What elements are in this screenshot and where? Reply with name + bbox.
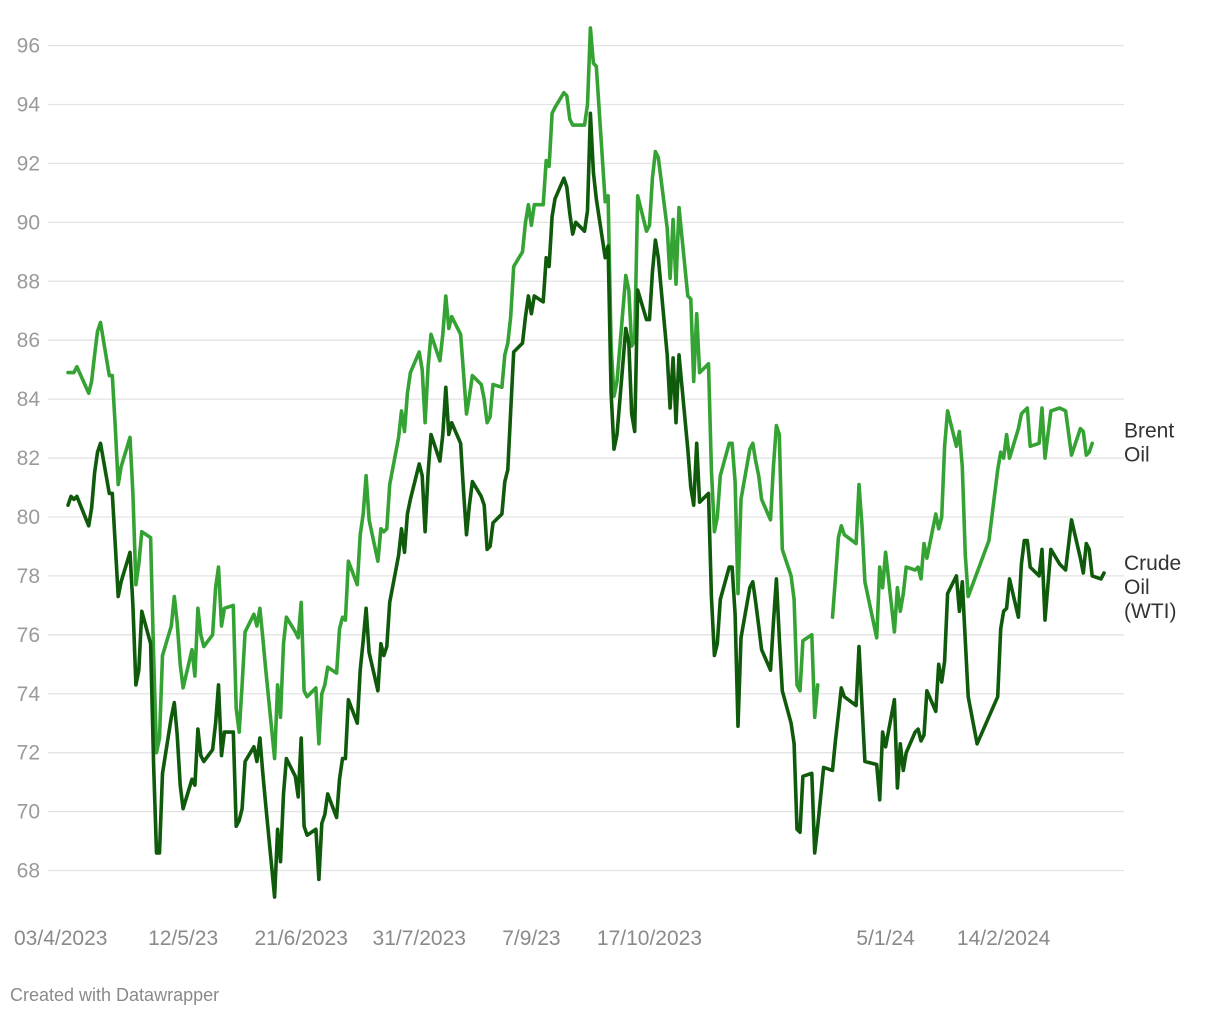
series-label-line: (WTI) bbox=[1124, 600, 1176, 623]
x-tick-label: 31/7/2023 bbox=[373, 927, 466, 950]
y-tick-label: 88 bbox=[17, 270, 40, 293]
y-tick-label: 90 bbox=[17, 211, 40, 234]
y-tick-label: 96 bbox=[17, 35, 40, 58]
y-tick-label: 70 bbox=[17, 801, 40, 824]
x-tick-label: 14/2/2024 bbox=[957, 927, 1051, 950]
x-tick-label: 21/6/2023 bbox=[254, 927, 347, 950]
x-tick-label: 5/1/24 bbox=[856, 927, 915, 950]
x-tick-label: 7/9/23 bbox=[502, 927, 560, 950]
series-label-line: Crude bbox=[1124, 552, 1181, 575]
y-tick-label: 76 bbox=[17, 624, 40, 647]
y-tick-label: 94 bbox=[17, 93, 41, 116]
x-axis-ticks: 03/4/2023 12/5/23 21/6/2023 31/7/2023 7/9/23… bbox=[14, 927, 1051, 950]
x-tick-label: 12/5/23 bbox=[148, 927, 218, 950]
series-line-wti bbox=[66, 111, 1106, 899]
series-label-line: Oil bbox=[1124, 576, 1150, 599]
y-tick-label: 92 bbox=[17, 152, 40, 175]
y-tick-label: 74 bbox=[17, 683, 41, 706]
x-tick-label: 17/10/2023 bbox=[597, 927, 702, 950]
series-label-line: Brent bbox=[1124, 419, 1174, 442]
y-tick-label: 86 bbox=[17, 329, 40, 352]
y-tick-label: 72 bbox=[17, 742, 40, 765]
x-tick-label: 03/4/2023 bbox=[14, 927, 107, 950]
series-line-brent bbox=[66, 26, 1094, 761]
y-tick-label: 84 bbox=[17, 388, 41, 411]
y-tick-label: 82 bbox=[17, 447, 40, 470]
line-chart: 68 70 72 74 76 78 80 82 84 86 88 90 92 94 96 03/4/2023… bbox=[14, 26, 1181, 950]
y-tick-label: 68 bbox=[17, 860, 40, 883]
datawrapper-credit: Created with Datawrapper bbox=[10, 985, 220, 1005]
series-lines bbox=[66, 26, 1106, 899]
y-axis-ticks: 68 70 72 74 76 78 80 82 84 86 88 90 92 94 96 bbox=[17, 35, 41, 883]
series-label-line: Oil bbox=[1124, 443, 1150, 466]
y-tick-label: 78 bbox=[17, 565, 40, 588]
y-tick-label: 80 bbox=[17, 506, 40, 529]
